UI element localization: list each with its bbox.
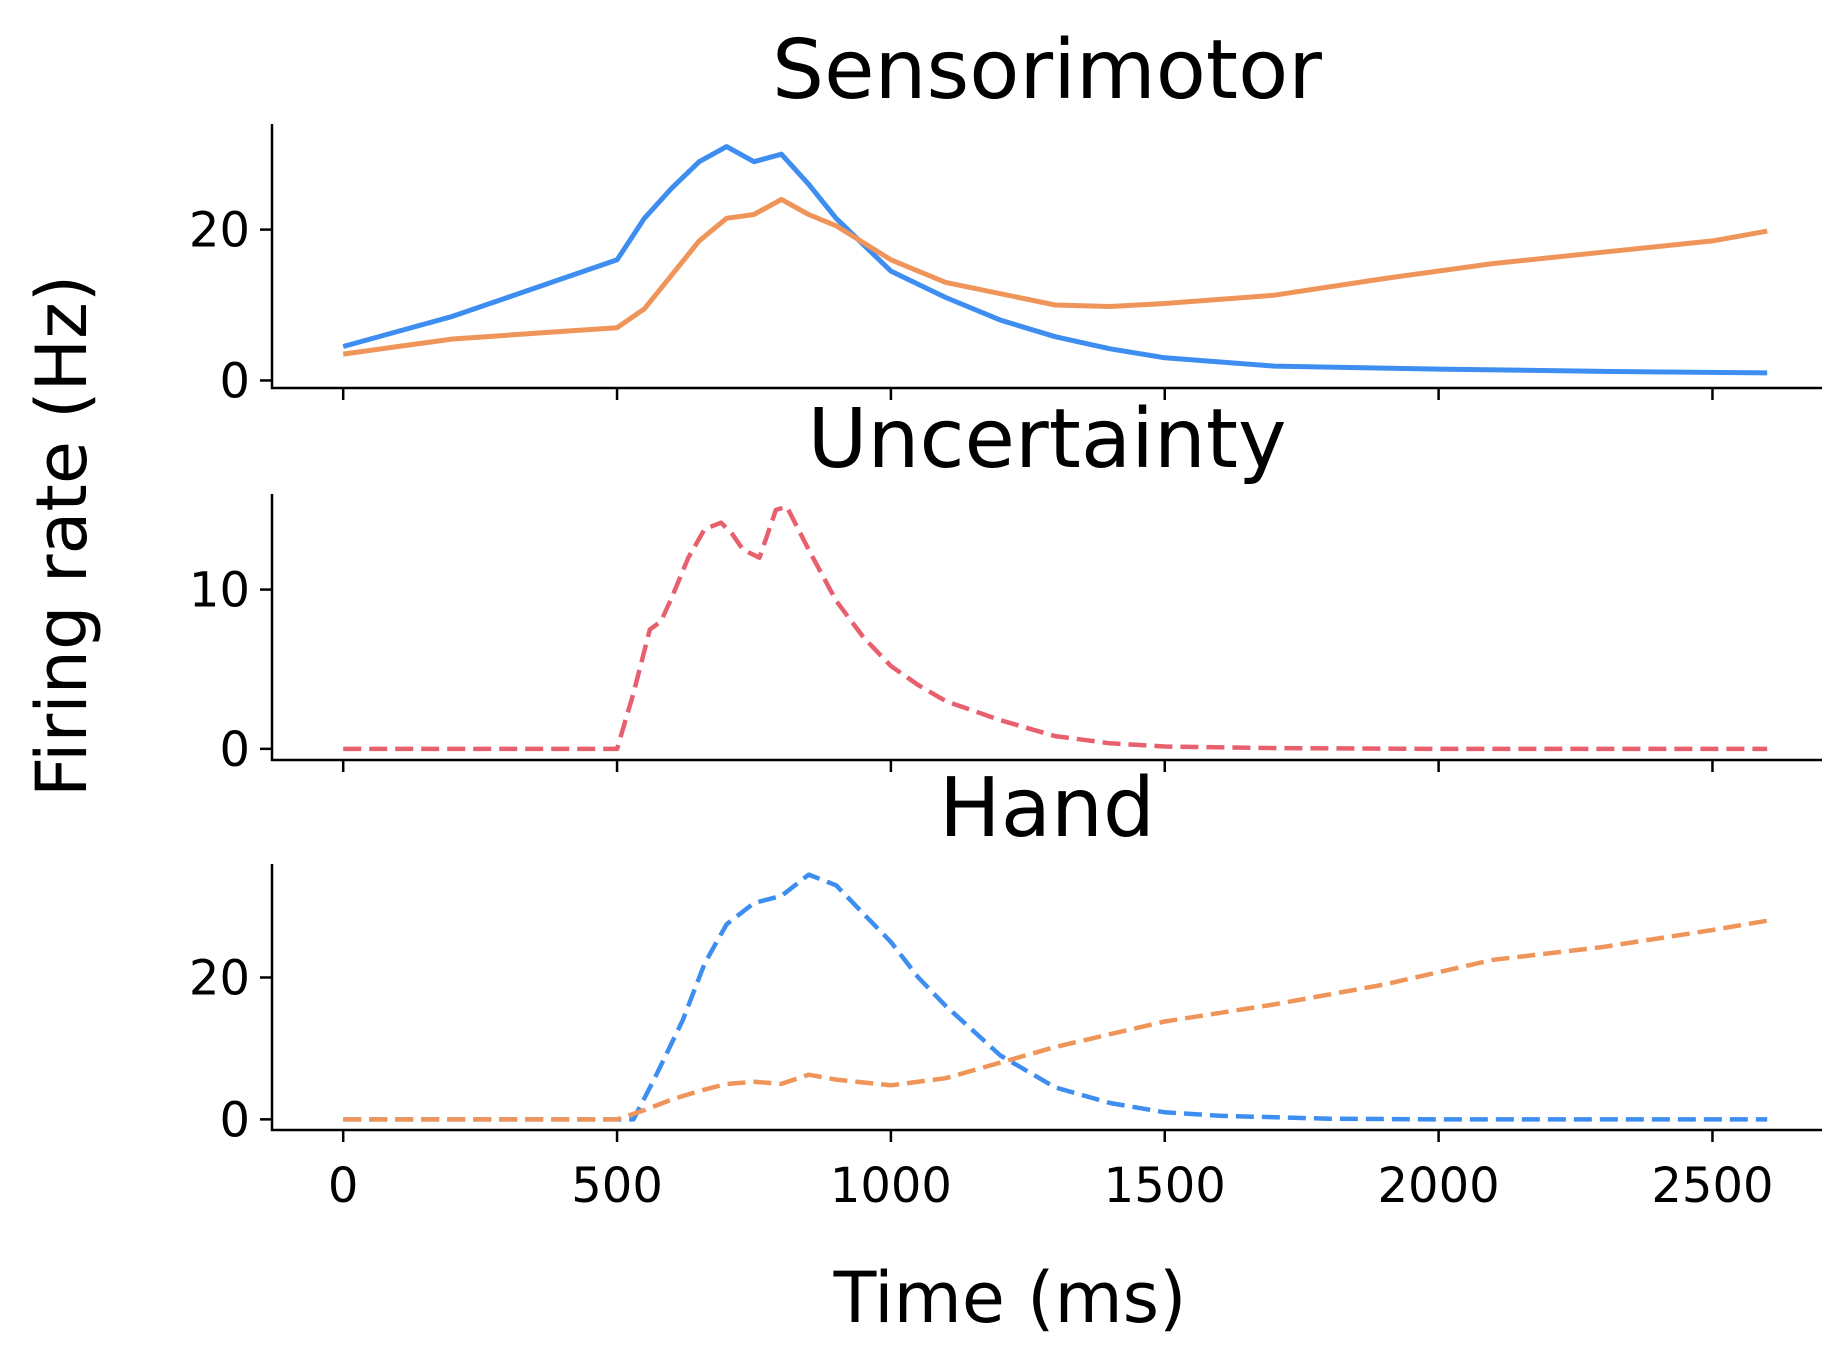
x-tick-label: 2500 [1651,1158,1773,1214]
panel-title: Hand [939,761,1155,856]
panel-1: Sensorimotor 0 20 [189,23,1822,409]
y-tick-label: 20 [189,950,250,1006]
y-tick-label: 20 [189,203,250,259]
axis-spines [270,124,1822,390]
series-line-2 [342,196,1768,357]
panel-title: Uncertainty [807,392,1286,487]
panel-3: Hand 0 20 0 500 1000 1500 2000 2500 [189,761,1822,1214]
x-axis-label: Time (ms) [833,1257,1187,1339]
axis-spines [270,864,1822,1132]
y-tick-label: 0 [219,722,250,778]
y-tick-label: 0 [219,1092,250,1148]
series-line-1 [343,872,1768,1122]
series-line-2 [343,918,1768,1122]
series-line-1 [343,504,1768,752]
panels: Sensorimotor 0 20 Uncertainty 0 10 Hand 0 20 0 500… [189,23,1822,1214]
x-tick-label: 1000 [830,1158,952,1214]
x-tick-label: 2000 [1378,1158,1500,1214]
x-tick-label: 0 [328,1158,359,1214]
axis-spines [270,494,1822,762]
panel-title: Sensorimotor [772,23,1322,118]
y-axis-label: Firing rate (Hz) [21,275,103,797]
x-tick-label: 1500 [1104,1158,1226,1214]
series-line-1 [342,144,1768,376]
x-tick-label: 500 [571,1158,663,1214]
y-tick-label: 0 [219,353,250,409]
y-tick-label: 10 [189,563,250,619]
panel-2: Uncertainty 0 10 [189,392,1822,778]
